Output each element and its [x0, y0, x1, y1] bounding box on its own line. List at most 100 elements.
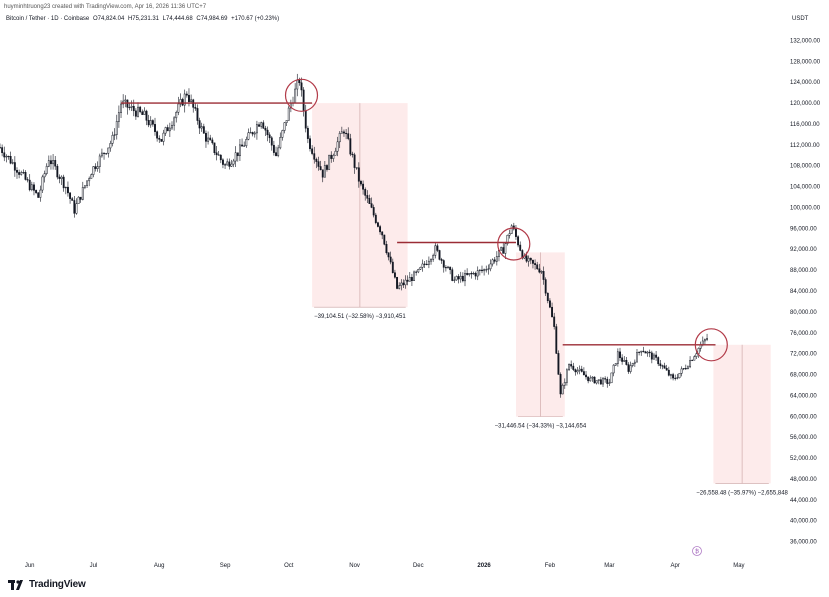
- candle-body: [52, 160, 55, 165]
- candle-body: [275, 152, 277, 156]
- candle-body: [113, 134, 116, 136]
- candle-body: [160, 139, 163, 142]
- x-tick-label: Aug: [154, 563, 165, 569]
- x-tick-label: Sep: [220, 563, 231, 569]
- candle-body: [35, 190, 38, 193]
- candle-body: [300, 82, 303, 91]
- candle-body: [542, 271, 545, 280]
- candle-body: [470, 273, 473, 275]
- candle-body: [219, 154, 222, 161]
- highlight-circle[interactable]: [284, 78, 319, 112]
- highlight-circle[interactable]: [497, 227, 531, 261]
- candle-body: [563, 381, 566, 386]
- candle-body: [188, 94, 190, 102]
- candle-body: [381, 231, 384, 236]
- candle-body: [151, 120, 154, 125]
- candle-body: [100, 152, 103, 157]
- resistance-lines[interactable]: [121, 102, 716, 346]
- candle-body: [455, 276, 458, 281]
- candle-body: [149, 120, 152, 126]
- y-tick-label: 100,000.00: [790, 206, 821, 212]
- price-axis[interactable]: 36,000.00 40,000.00 44,000.00 48,000.00 52,0…: [790, 38, 821, 545]
- candle-body: [481, 269, 483, 272]
- candle-body: [442, 260, 445, 268]
- tradingview-logo[interactable]: TradingView: [8, 579, 86, 590]
- candle-body: [41, 176, 44, 191]
- candle-body: [43, 173, 46, 178]
- ohlc-open: O74,824.04: [92, 16, 125, 22]
- candle-body: [591, 376, 594, 379]
- candle-body: [217, 154, 220, 156]
- candle-body: [334, 150, 337, 156]
- candle-body: [37, 192, 40, 198]
- candle-body: [464, 273, 466, 282]
- candle-body: [434, 245, 437, 256]
- candle-body: [128, 106, 131, 109]
- candle-body: [587, 376, 590, 382]
- candle-body: [519, 244, 522, 251]
- candle-body: [249, 132, 252, 134]
- candle-body: [137, 106, 139, 117]
- candle-body: [54, 160, 57, 167]
- candle-body: [294, 88, 297, 103]
- candle-body: [706, 338, 708, 340]
- candle-body: [502, 247, 505, 254]
- candle-body: [398, 285, 401, 289]
- candle-body: [436, 245, 439, 251]
- candle-body: [179, 99, 182, 105]
- candle-body: [238, 144, 241, 157]
- candle-body: [674, 377, 677, 379]
- candle-body: [640, 350, 643, 353]
- candle-body: [574, 369, 577, 373]
- candle-body: [198, 120, 201, 129]
- event-marker-circle[interactable]: [692, 546, 702, 556]
- symbol-info: Bitcoin / Tether · 1D · Coinbase O74,824…: [6, 16, 281, 22]
- candle-body: [491, 259, 494, 265]
- candle-body: [349, 138, 352, 155]
- candle-body: [306, 127, 309, 139]
- candles: [0, 73, 708, 398]
- candle-body: [296, 79, 299, 90]
- candle-body: [177, 103, 180, 113]
- time-axis[interactable]: Jun Jul Aug Sep Oct Nov Dec 2026 Feb Mar Apr May: [25, 563, 745, 569]
- y-tick-label: 84,000.00: [790, 289, 817, 295]
- candle-body: [667, 369, 670, 376]
- candle-body: [659, 363, 662, 366]
- candle-body: [353, 154, 356, 168]
- candle-body: [413, 271, 415, 281]
- candle-body: [695, 353, 698, 357]
- candle-body: [230, 163, 233, 167]
- candle-body: [478, 269, 481, 271]
- candle-body: [585, 374, 587, 378]
- currency-label[interactable]: USDT: [792, 16, 809, 22]
- candle-body: [663, 365, 666, 369]
- candle-body: [343, 131, 345, 134]
- candle-body: [251, 132, 254, 135]
- candle-body: [1, 147, 4, 153]
- candle-body: [474, 273, 477, 277]
- candle-body: [377, 222, 379, 227]
- x-tick-label: Jul: [90, 563, 98, 569]
- candle-body: [610, 372, 613, 384]
- y-tick-label: 36,000.00: [790, 540, 817, 546]
- highlight-circle[interactable]: [694, 328, 728, 362]
- candle-body: [175, 112, 178, 119]
- candle-body: [83, 185, 86, 188]
- candle-body: [485, 269, 488, 271]
- candle-body: [211, 139, 214, 144]
- candle-body: [90, 174, 93, 179]
- candle-body: [283, 122, 286, 131]
- candle-body: [243, 145, 246, 147]
- symbol-name[interactable]: Bitcoin / Tether · 1D · Coinbase: [6, 16, 90, 22]
- candle-body: [362, 183, 365, 190]
- candle-body: [255, 124, 258, 134]
- y-tick-label: 108,000.00: [790, 164, 821, 170]
- candle-body: [544, 279, 547, 294]
- candle-body: [540, 271, 543, 273]
- projection-label: −39,104.51 (−32.58%) −3,910,451: [314, 314, 406, 320]
- candle-body: [16, 170, 18, 173]
- event-marker[interactable]: ₿: [692, 546, 702, 556]
- candle-body: [517, 236, 520, 246]
- highlight-circles[interactable]: [284, 78, 728, 362]
